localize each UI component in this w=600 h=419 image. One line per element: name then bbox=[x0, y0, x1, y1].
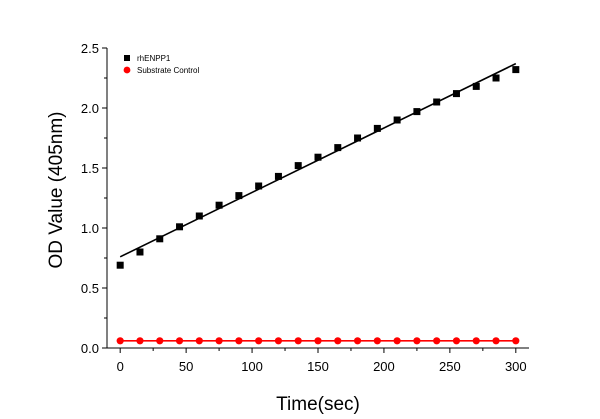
legend-marker bbox=[123, 66, 131, 74]
data-point bbox=[314, 153, 322, 161]
data-point bbox=[136, 248, 144, 256]
x-tick-label: 150 bbox=[307, 359, 329, 374]
legend: rhENPP1 Substrate Control bbox=[123, 54, 199, 75]
data-point bbox=[314, 337, 322, 345]
legend-marker bbox=[124, 55, 130, 61]
data-point bbox=[472, 337, 480, 345]
data-points bbox=[116, 66, 520, 345]
axes: 0 50 100 150 200 250 300 0.0 0.5 1.0 1.5 2.0 2.5 bbox=[81, 41, 529, 374]
y-tick-label: 1.5 bbox=[81, 161, 99, 176]
data-point bbox=[294, 162, 302, 170]
data-point bbox=[373, 124, 381, 132]
data-point bbox=[413, 337, 421, 345]
data-point bbox=[176, 223, 184, 231]
data-point bbox=[354, 134, 362, 142]
data-point bbox=[116, 337, 124, 345]
data-point bbox=[452, 337, 461, 345]
data-point bbox=[195, 212, 203, 220]
data-point bbox=[274, 337, 283, 345]
data-point bbox=[215, 201, 223, 209]
data-point bbox=[492, 74, 500, 82]
y-tick-label: 2.5 bbox=[81, 41, 99, 56]
data-point bbox=[255, 337, 263, 345]
data-point bbox=[235, 337, 243, 345]
data-point bbox=[215, 337, 223, 345]
legend-label: rhENPP1 bbox=[137, 54, 171, 63]
data-point bbox=[235, 192, 243, 200]
data-point bbox=[353, 337, 362, 345]
y-tick-label: 0.5 bbox=[81, 281, 99, 296]
y-tick-label: 2.0 bbox=[81, 101, 99, 116]
data-point bbox=[255, 182, 263, 190]
data-point bbox=[492, 337, 500, 345]
x-tick-label: 100 bbox=[241, 359, 263, 374]
x-tick-label: 50 bbox=[179, 359, 193, 374]
data-point bbox=[512, 66, 520, 74]
data-point bbox=[393, 337, 401, 345]
x-tick-label: 250 bbox=[439, 359, 461, 374]
data-point bbox=[373, 337, 381, 345]
fit-lines bbox=[119, 62, 517, 342]
data-point bbox=[472, 82, 480, 90]
data-point bbox=[136, 337, 144, 345]
x-tick-label: 300 bbox=[505, 359, 527, 374]
data-point bbox=[294, 337, 302, 345]
data-point bbox=[433, 98, 441, 106]
data-point bbox=[116, 261, 124, 269]
data-point bbox=[512, 337, 520, 345]
data-point bbox=[175, 337, 184, 345]
data-point bbox=[452, 90, 460, 98]
y-axis-title: OD Value (405nm) bbox=[46, 112, 67, 269]
data-point bbox=[334, 144, 342, 152]
data-point bbox=[413, 108, 421, 116]
data-point bbox=[195, 337, 203, 345]
y-tick-label: 1.0 bbox=[81, 221, 99, 236]
data-point bbox=[433, 337, 441, 345]
y-tick-label: 0.0 bbox=[81, 341, 99, 356]
x-tick-label: 0 bbox=[117, 359, 124, 374]
x-axis-title: Time(sec) bbox=[276, 394, 360, 415]
data-point bbox=[156, 337, 164, 345]
data-point bbox=[156, 235, 164, 243]
data-point bbox=[274, 172, 282, 180]
data-point bbox=[334, 337, 342, 345]
x-tick-label: 200 bbox=[373, 359, 395, 374]
legend-label: Substrate Control bbox=[137, 66, 199, 75]
data-point bbox=[393, 116, 401, 124]
